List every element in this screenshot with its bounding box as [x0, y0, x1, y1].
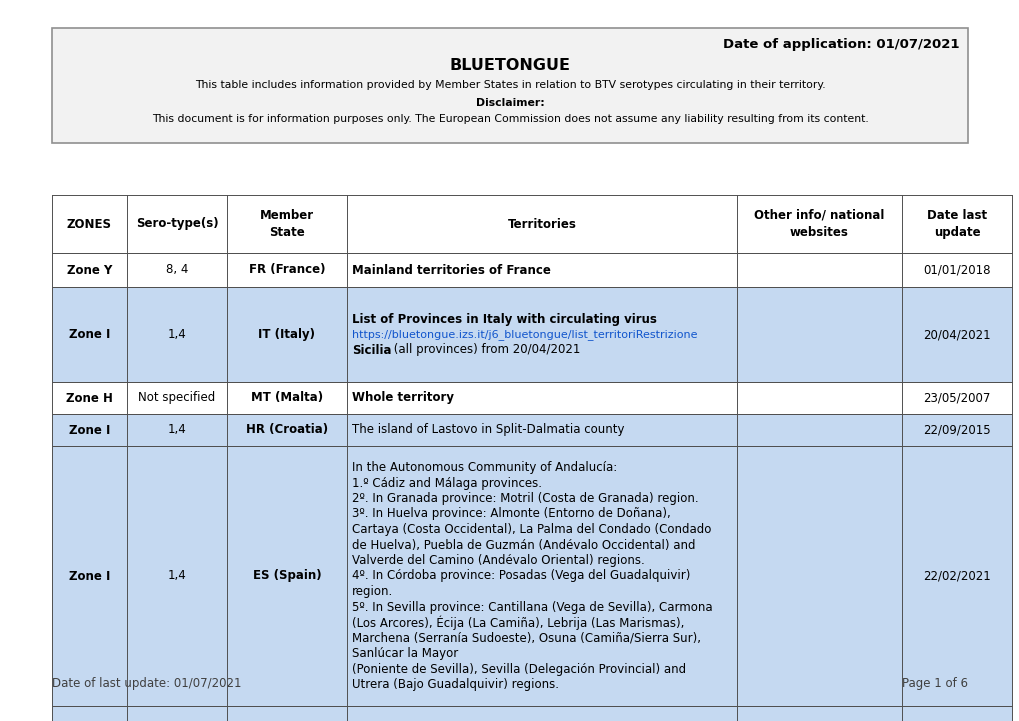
Text: 1,4: 1,4	[167, 423, 186, 436]
Text: (all provinces) from 20/04/2021: (all provinces) from 20/04/2021	[389, 343, 580, 356]
Text: Sanlúcar la Mayor: Sanlúcar la Mayor	[352, 647, 458, 660]
Text: (Los Arcores), Écija (La Camiña), Lebrija (Las Marismas),: (Los Arcores), Écija (La Camiña), Lebrij…	[352, 615, 684, 629]
Text: Date of last update: 01/07/2021: Date of last update: 01/07/2021	[52, 676, 242, 689]
Text: Zone H: Zone H	[66, 392, 113, 404]
Text: Zone I: Zone I	[68, 423, 110, 436]
Text: HR (Croatia): HR (Croatia)	[246, 423, 328, 436]
Text: Date of application: 01/07/2021: Date of application: 01/07/2021	[722, 38, 959, 51]
Text: Mainland territories of France: Mainland territories of France	[352, 263, 550, 276]
Text: 01/01/2018: 01/01/2018	[922, 263, 989, 276]
Text: ZONES: ZONES	[67, 218, 112, 231]
Text: Cartaya (Costa Occidental), La Palma del Condado (Condado: Cartaya (Costa Occidental), La Palma del…	[352, 523, 710, 536]
Text: 20/04/2021: 20/04/2021	[922, 328, 989, 341]
Text: Sero-type(s): Sero-type(s)	[136, 218, 218, 231]
Text: Territories: Territories	[507, 218, 576, 231]
Text: ES (Spain): ES (Spain)	[253, 570, 321, 583]
Text: Disclaimer:: Disclaimer:	[475, 98, 544, 108]
Text: Not specified: Not specified	[139, 392, 215, 404]
Text: FR (France): FR (France)	[249, 263, 325, 276]
Bar	[52, 382, 1011, 414]
Text: Page 1 of 6: Page 1 of 6	[901, 676, 967, 689]
Text: The island of Lastovo in Split-Dalmatia county: The island of Lastovo in Split-Dalmatia …	[352, 423, 624, 436]
Text: 5º. In Sevilla province: Cantillana (Vega de Sevilla), Carmona: 5º. In Sevilla province: Cantillana (Veg…	[352, 601, 712, 614]
Text: 22/02/2021: 22/02/2021	[922, 570, 989, 583]
Text: Marchena (Serranía Sudoeste), Osuna (Camiña/Sierra Sur),: Marchena (Serranía Sudoeste), Osuna (Cam…	[352, 632, 700, 645]
Bar	[52, 287, 1011, 382]
Bar	[52, 28, 967, 143]
Text: IT (Italy): IT (Italy)	[258, 328, 315, 341]
Text: 2º. In Granada province: Motril (Costa de Granada) region.: 2º. In Granada province: Motril (Costa d…	[352, 492, 698, 505]
Text: 23/05/2007: 23/05/2007	[922, 392, 989, 404]
Text: Other info/ national
websites: Other info/ national websites	[754, 209, 883, 239]
Bar	[52, 706, 1011, 721]
Bar	[52, 253, 1011, 287]
Text: Zone I: Zone I	[68, 328, 110, 341]
Text: MT (Malta): MT (Malta)	[251, 392, 323, 404]
Text: This table includes information provided by Member States in relation to BTV ser: This table includes information provided…	[195, 80, 824, 90]
Text: Zone Y: Zone Y	[67, 263, 112, 276]
Text: https://bluetongue.izs.it/j6_bluetongue/list_territoriRestrizione: https://bluetongue.izs.it/j6_bluetongue/…	[352, 329, 697, 340]
Text: In the Autonomous Community of Andalucía:: In the Autonomous Community of Andalucía…	[352, 461, 616, 474]
Text: 1.º Cádiz and Málaga provinces.: 1.º Cádiz and Málaga provinces.	[352, 477, 541, 490]
Text: BLUETONGUE: BLUETONGUE	[449, 58, 570, 73]
Text: 3º. In Huelva province: Almonte (Entorno de Doñana),: 3º. In Huelva province: Almonte (Entorno…	[352, 508, 671, 521]
Text: de Huelva), Puebla de Guzmán (Andévalo Occidental) and: de Huelva), Puebla de Guzmán (Andévalo O…	[352, 539, 695, 552]
Text: 4º. In Córdoba province: Posadas (Vega del Guadalquivir): 4º. In Córdoba province: Posadas (Vega d…	[352, 570, 690, 583]
Text: Whole territory: Whole territory	[352, 392, 453, 404]
Text: (Poniente de Sevilla), Sevilla (Delegación Provincial) and: (Poniente de Sevilla), Sevilla (Delegaci…	[352, 663, 686, 676]
Text: This document is for information purposes only. The European Commission does not: This document is for information purpose…	[152, 114, 867, 124]
Text: 1,4: 1,4	[167, 570, 186, 583]
Text: Utrera (Bajo Guadalquivir) regions.: Utrera (Bajo Guadalquivir) regions.	[352, 678, 558, 691]
Text: 1,4: 1,4	[167, 328, 186, 341]
Text: 8, 4: 8, 4	[166, 263, 187, 276]
Text: 22/09/2015: 22/09/2015	[922, 423, 989, 436]
Bar	[52, 414, 1011, 446]
Text: Sicilia: Sicilia	[352, 343, 391, 356]
Bar	[52, 195, 1011, 253]
Text: Member
State: Member State	[260, 209, 314, 239]
Text: Date last
update: Date last update	[926, 209, 986, 239]
Bar	[52, 446, 1011, 706]
Text: List of Provinces in Italy with circulating virus: List of Provinces in Italy with circulat…	[352, 312, 656, 325]
Text: Valverde del Camino (Andévalo Oriental) regions.: Valverde del Camino (Andévalo Oriental) …	[352, 554, 644, 567]
Text: region.: region.	[352, 585, 393, 598]
Text: Zone I: Zone I	[68, 570, 110, 583]
